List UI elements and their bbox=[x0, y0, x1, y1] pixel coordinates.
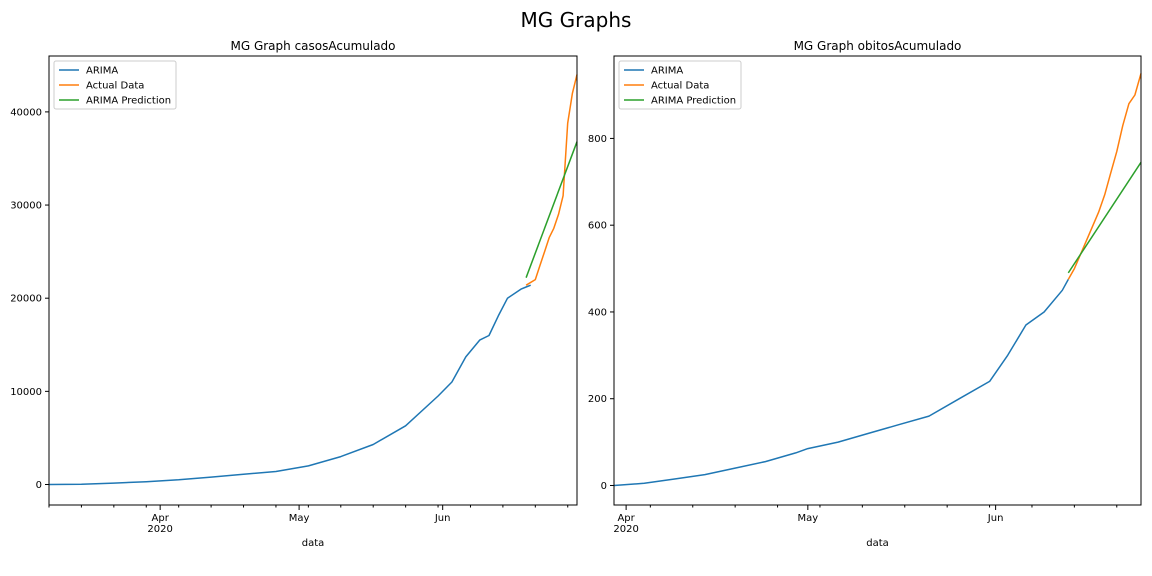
x-tick-label: Jun bbox=[434, 513, 451, 524]
legend-entry: ARIMA bbox=[86, 66, 118, 77]
y-tick-label: 20000 bbox=[10, 294, 42, 305]
plot-frame bbox=[613, 55, 1142, 506]
y-tick-label: 0 bbox=[601, 481, 607, 492]
x-tick-label: May bbox=[797, 513, 818, 524]
series-line-arima bbox=[613, 279, 1069, 487]
x-axis-label: data bbox=[866, 538, 889, 549]
chart-panel-1: MG Graph casosAcumulado 0 10000 20000 30000 4… bbox=[10, 39, 578, 549]
plot-frame bbox=[48, 55, 578, 506]
y-tick-label: 600 bbox=[588, 221, 607, 232]
x-tick-label: Apr bbox=[152, 513, 170, 524]
x-tick-label: Apr bbox=[617, 513, 635, 524]
series-line-arima bbox=[48, 284, 531, 486]
y-tick-label: 0 bbox=[36, 480, 42, 491]
legend-box bbox=[53, 60, 177, 110]
chart-title: MG Graph obitosAcumulado bbox=[794, 39, 962, 53]
y-tick-label: 30000 bbox=[10, 201, 42, 212]
x-tick-sublabel: 2020 bbox=[613, 524, 638, 535]
y-tick-label: 400 bbox=[588, 307, 607, 318]
chart-title: MG Graph casosAcumulado bbox=[230, 39, 395, 53]
figure-title: MG Graphs bbox=[520, 8, 632, 32]
legend: ARIMA Actual Data ARIMA Prediction bbox=[53, 60, 177, 110]
series-line-arima-prediction bbox=[525, 141, 578, 278]
chart-panel-2: MG Graph obitosAcumulado 0 200 400 600 800 Apr… bbox=[588, 39, 1142, 549]
x-tick-sublabel: 2020 bbox=[147, 524, 172, 535]
y-tick-label: 40000 bbox=[10, 107, 42, 118]
legend-entry: ARIMA bbox=[651, 66, 683, 77]
legend-box bbox=[618, 60, 742, 110]
legend-entry: Actual Data bbox=[86, 81, 144, 92]
x-tick-label: May bbox=[289, 513, 310, 524]
series-line-actual-data bbox=[525, 74, 578, 286]
x-axis-label: data bbox=[302, 538, 325, 549]
series-line-actual-data bbox=[1067, 73, 1142, 280]
y-tick-label: 800 bbox=[588, 134, 607, 145]
legend: ARIMA Actual Data ARIMA Prediction bbox=[618, 60, 742, 110]
legend-entry: Actual Data bbox=[651, 81, 709, 92]
y-tick-label: 200 bbox=[588, 394, 607, 405]
y-tick-label: 10000 bbox=[10, 387, 42, 398]
legend-entry: ARIMA Prediction bbox=[86, 96, 171, 107]
x-tick-label: Jun bbox=[987, 513, 1004, 524]
legend-entry: ARIMA Prediction bbox=[651, 96, 736, 107]
series-line-arima-prediction bbox=[1067, 161, 1142, 274]
